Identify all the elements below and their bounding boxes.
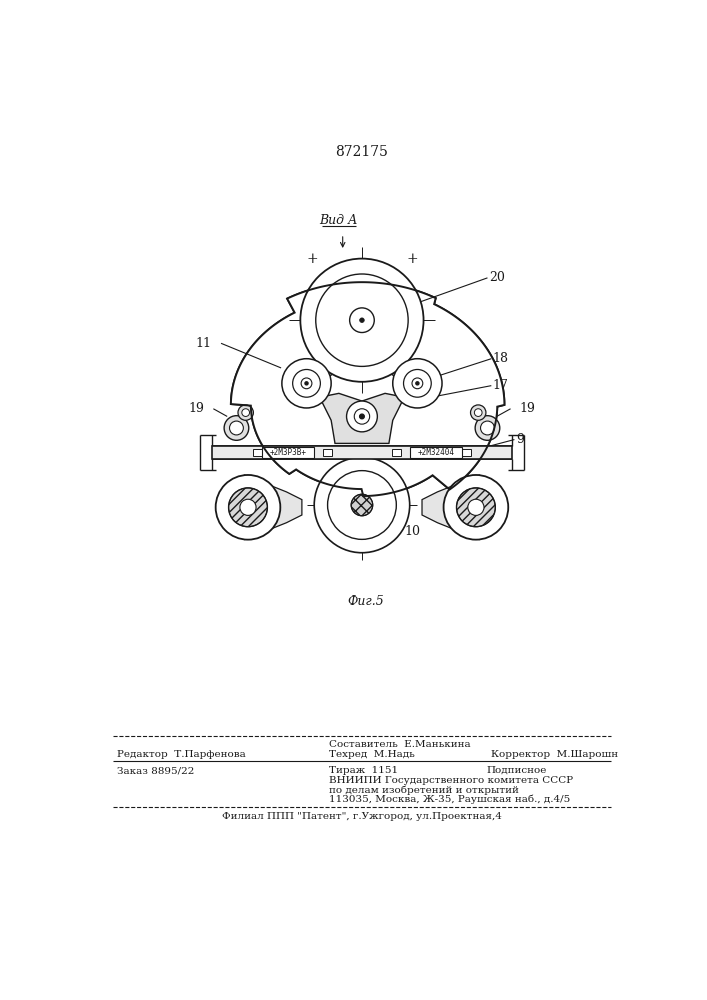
Circle shape [238, 405, 253, 420]
Text: 872175: 872175 [336, 145, 388, 159]
Circle shape [305, 382, 308, 385]
FancyBboxPatch shape [322, 449, 332, 456]
Circle shape [412, 378, 423, 389]
Text: Редактор  Т.Парфенова: Редактор Т.Парфенова [117, 750, 246, 759]
FancyBboxPatch shape [461, 449, 471, 456]
Circle shape [457, 488, 496, 527]
Text: Техред  М.Надь: Техред М.Надь [329, 750, 414, 759]
Text: Филиал ППП "Патент", г.Ужгород, ул.Проектная,4: Филиал ППП "Патент", г.Ужгород, ул.Проек… [222, 812, 502, 821]
Circle shape [443, 475, 508, 540]
Text: +: + [306, 252, 317, 266]
Circle shape [314, 457, 409, 553]
Circle shape [404, 369, 431, 397]
Circle shape [240, 499, 256, 515]
Circle shape [360, 414, 364, 419]
Text: 17: 17 [493, 379, 509, 392]
Circle shape [468, 499, 484, 515]
Circle shape [316, 274, 408, 366]
Circle shape [282, 359, 331, 408]
Text: +2М3Р3В+: +2М3Р3В+ [269, 448, 307, 457]
Circle shape [393, 359, 442, 408]
Circle shape [242, 409, 250, 416]
Circle shape [346, 401, 378, 432]
Text: +: + [407, 252, 418, 266]
Text: 9: 9 [516, 433, 524, 446]
Text: 113035, Москва, Ж-35, Раушская наб., д.4/5: 113035, Москва, Ж-35, Раушская наб., д.4… [329, 794, 570, 804]
Circle shape [327, 471, 397, 539]
FancyBboxPatch shape [262, 447, 314, 458]
Text: Корректор  М.Шарошн: Корректор М.Шарошн [491, 750, 618, 759]
Circle shape [293, 369, 320, 397]
Polygon shape [320, 393, 404, 443]
Text: по делам изобретений и открытий: по делам изобретений и открытий [329, 785, 519, 795]
Circle shape [481, 421, 494, 435]
Polygon shape [422, 475, 480, 540]
Text: Подписное: Подписное [486, 766, 547, 775]
Text: +2М32404: +2М32404 [417, 448, 455, 457]
Polygon shape [244, 475, 302, 540]
Circle shape [354, 409, 370, 424]
Text: Фиг.5: Фиг.5 [347, 595, 384, 608]
Text: ВНИИПИ Государственного комитета СССР: ВНИИПИ Государственного комитета СССР [329, 776, 573, 785]
Text: Заказ 8895/22: Заказ 8895/22 [117, 766, 194, 775]
Text: 19: 19 [188, 402, 204, 415]
Polygon shape [231, 282, 504, 496]
Text: Вид А: Вид А [320, 214, 358, 227]
FancyBboxPatch shape [212, 446, 512, 459]
Circle shape [228, 488, 267, 527]
FancyBboxPatch shape [253, 449, 262, 456]
Circle shape [474, 409, 482, 416]
Circle shape [416, 382, 419, 385]
Circle shape [300, 259, 423, 382]
Text: 10: 10 [404, 525, 420, 538]
Text: 18: 18 [493, 352, 509, 365]
Polygon shape [370, 360, 433, 379]
Text: Тираж  1151: Тираж 1151 [329, 766, 398, 775]
Text: Составитель  Е.Манькина: Составитель Е.Манькина [329, 740, 470, 749]
Circle shape [230, 421, 243, 435]
FancyBboxPatch shape [409, 447, 462, 458]
Polygon shape [231, 282, 504, 496]
Circle shape [301, 378, 312, 389]
Circle shape [351, 494, 373, 516]
Circle shape [471, 405, 486, 420]
Circle shape [475, 416, 500, 440]
Polygon shape [291, 360, 354, 379]
Text: 20: 20 [489, 271, 505, 284]
Text: 11: 11 [196, 337, 212, 350]
Text: 19: 19 [520, 402, 536, 415]
FancyBboxPatch shape [392, 449, 402, 456]
Circle shape [350, 308, 374, 333]
Circle shape [360, 318, 364, 323]
Circle shape [224, 416, 249, 440]
Circle shape [216, 475, 281, 540]
